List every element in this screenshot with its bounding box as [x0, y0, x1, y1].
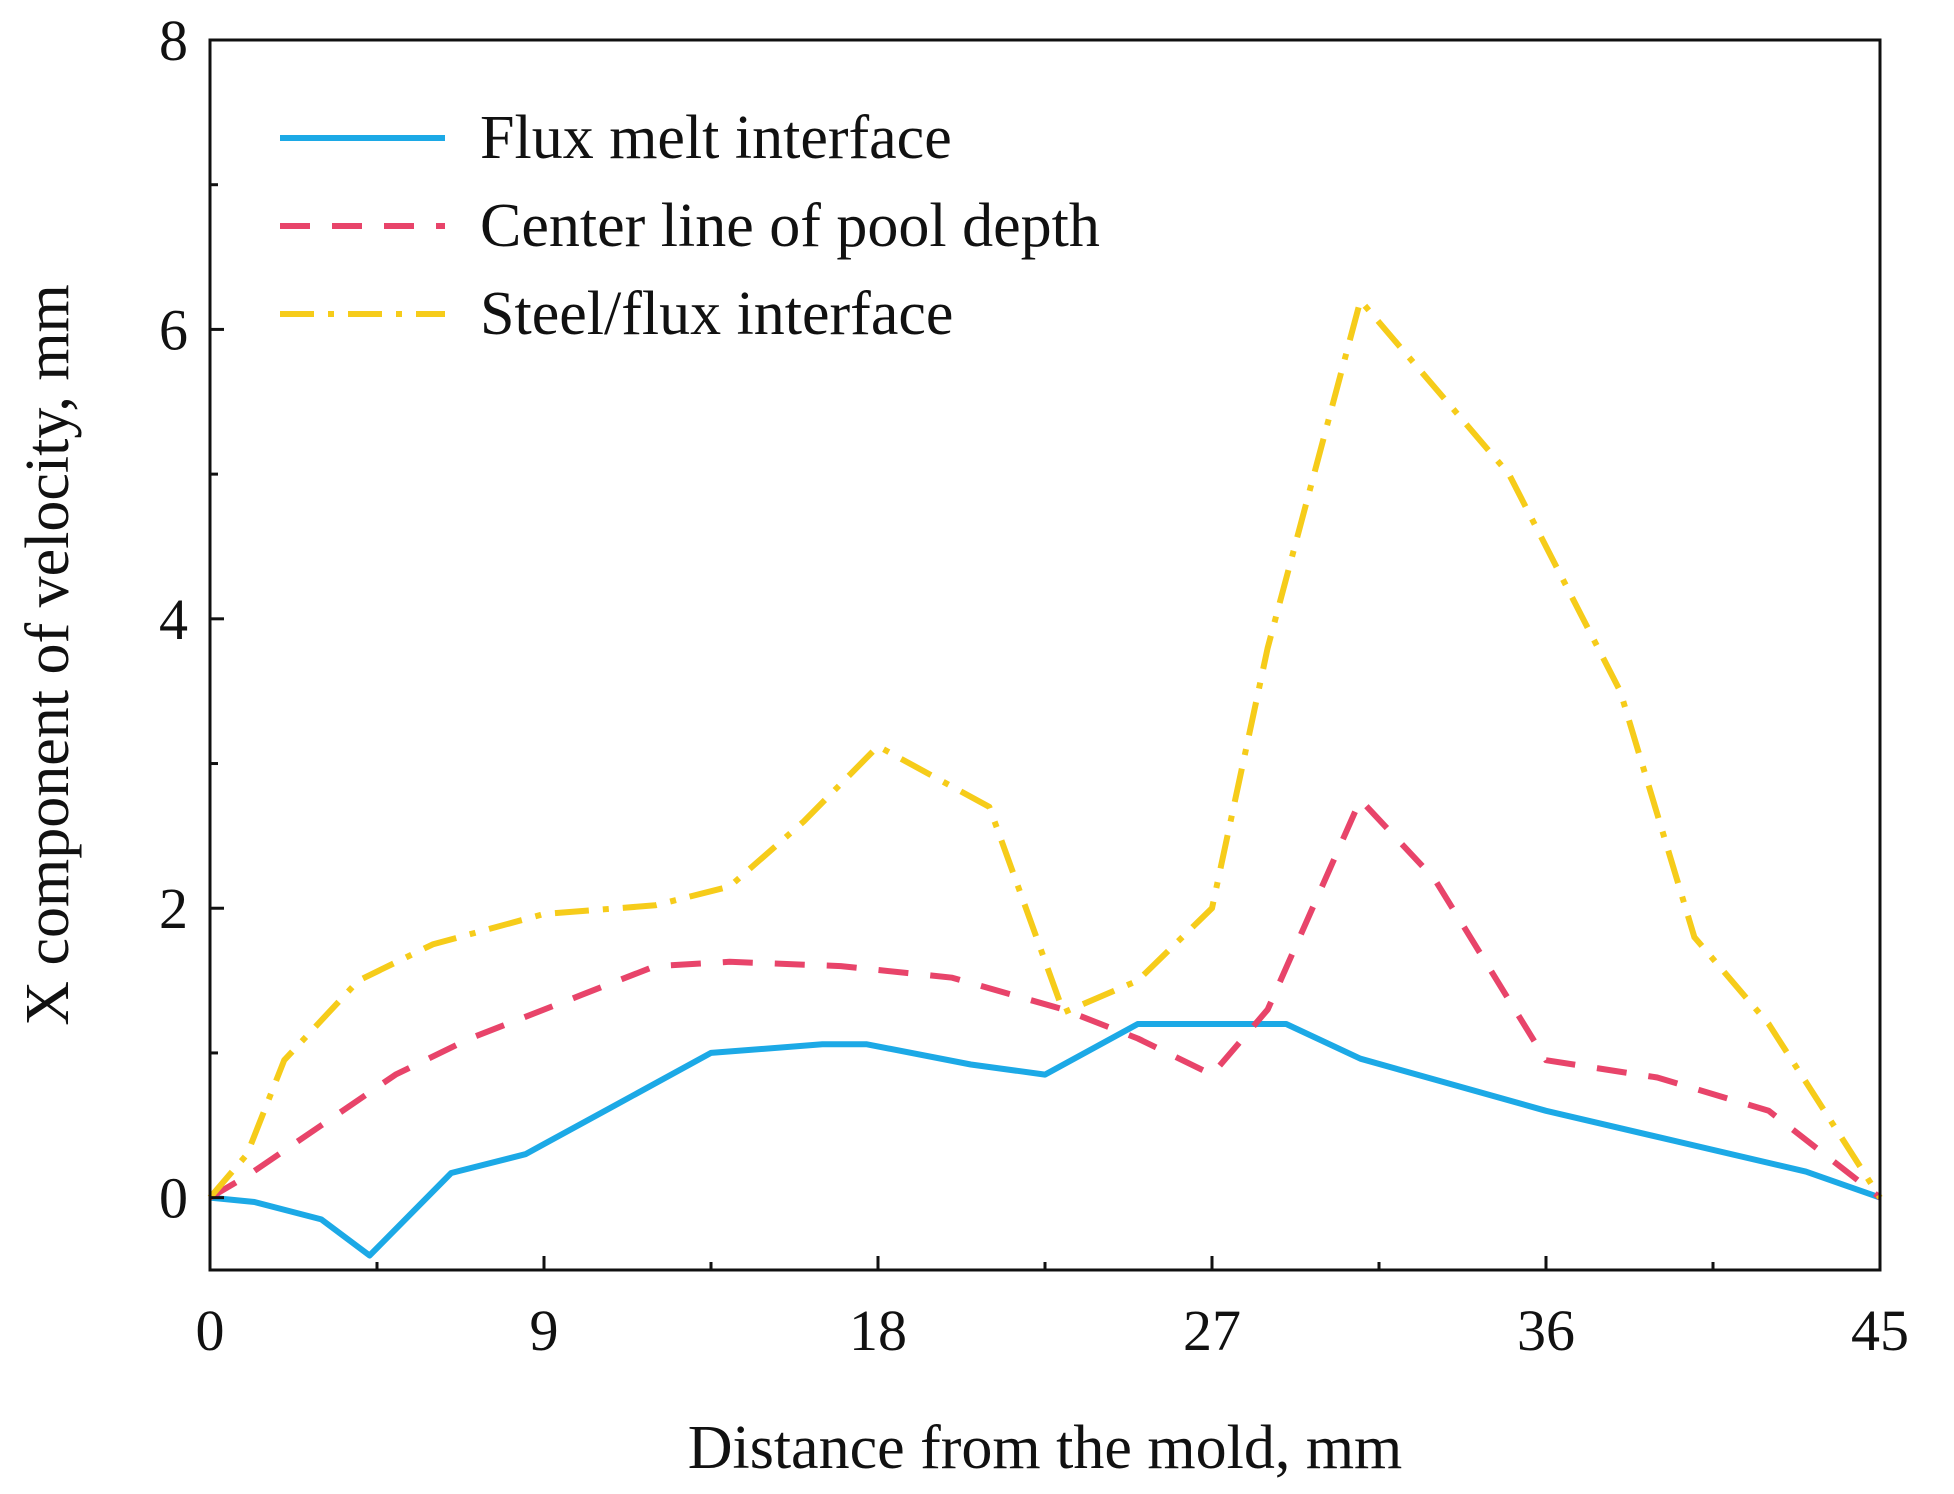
x-tick-label: 9 — [530, 1298, 559, 1363]
legend: Flux melt interface Center line of pool d… — [280, 104, 1100, 348]
series-line-2 — [208, 796, 1882, 1201]
y-tick-label: 4 — [159, 587, 188, 652]
x-tick-label: 27 — [1183, 1298, 1241, 1363]
x-tick-label: 36 — [1517, 1298, 1575, 1363]
plot-layer — [207, 297, 1883, 1259]
legend-label-1: Flux melt interface — [480, 104, 952, 172]
x-axis-title: Distance from the mold, mm — [688, 1414, 1403, 1482]
series-line-3 — [207, 297, 1883, 1200]
y-tick-label: 2 — [159, 876, 188, 941]
axis-layer: 0 9 18 27 36 45 0 2 4 6 8 — [159, 8, 1909, 1363]
series-line-1 — [209, 1021, 1881, 1259]
x-tick-label: 18 — [849, 1298, 907, 1363]
y-tick-label: 6 — [159, 297, 188, 362]
y-tick-label: 8 — [159, 8, 188, 73]
legend-label-2: Center line of pool depth — [480, 192, 1100, 260]
y-axis-title: X component of velocity, mm — [14, 284, 82, 1026]
legend-label-3: Steel/flux interface — [480, 280, 953, 348]
y-tick-label: 0 — [159, 1166, 188, 1231]
x-tick-label: 45 — [1851, 1298, 1909, 1363]
x-tick-label: 0 — [196, 1298, 225, 1363]
